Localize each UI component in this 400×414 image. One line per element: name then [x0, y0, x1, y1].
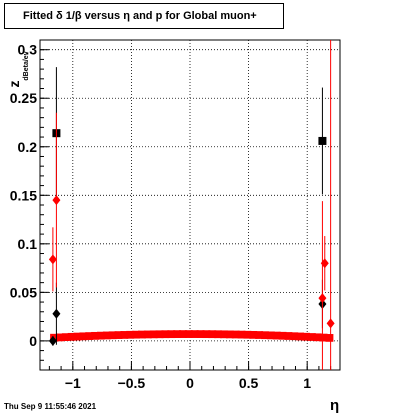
- red-band: [50, 330, 334, 342]
- y-tick-label: 0.3: [18, 42, 38, 58]
- band-segment: [143, 330, 152, 339]
- band-segment: [120, 331, 129, 339]
- band-segment: [202, 330, 211, 339]
- band-segment: [161, 330, 170, 339]
- band-segment: [296, 332, 305, 341]
- y-axis-label-main: z: [6, 81, 22, 88]
- diamond-marker: [48, 335, 57, 346]
- band-segment: [220, 330, 228, 339]
- band-segment: [114, 331, 123, 339]
- band-segment: [261, 331, 269, 340]
- band-segment: [231, 330, 240, 339]
- x-tick-label: 0.5: [239, 375, 259, 391]
- band-segment: [313, 333, 322, 342]
- y-tick-label: 0.05: [10, 284, 37, 300]
- band-segment: [307, 333, 316, 341]
- band-segment: [196, 330, 205, 338]
- diamond-marker: [320, 258, 329, 269]
- band-segment: [190, 330, 199, 338]
- diamond-marker: [326, 318, 335, 329]
- band-segment: [249, 330, 258, 339]
- y-tick-label: 0: [29, 333, 37, 349]
- y-axis-label-sub: dBeta/ev: [23, 51, 30, 80]
- band-segment: [272, 331, 281, 340]
- y-tick-label: 0.2: [18, 139, 38, 155]
- grid-lines: [40, 40, 340, 370]
- band-segment: [179, 330, 187, 338]
- band-segment: [149, 330, 158, 339]
- band-segment: [208, 330, 217, 339]
- band-segment: [225, 330, 234, 339]
- axis-ticks: [40, 49, 332, 370]
- x-tick-label: −1: [65, 375, 81, 391]
- band-segment: [167, 330, 176, 339]
- band-segment: [319, 333, 328, 342]
- band-segment: [278, 331, 287, 340]
- x-axis-label: η: [330, 397, 340, 414]
- band-segment: [243, 330, 252, 339]
- band-segment: [138, 330, 146, 339]
- band-segment: [184, 330, 193, 338]
- band-segment: [290, 332, 299, 341]
- y-tick-label: 0.25: [10, 90, 37, 106]
- band-segment: [214, 330, 223, 339]
- y-tick-label: 0.1: [18, 236, 38, 252]
- tick-labels: −1 −0.5 0 0.5 1 0 0.05 0.1 0.15 0.2 0.25 0.3: [10, 42, 312, 391]
- data-marks: [48, 40, 335, 370]
- band-segment: [126, 330, 135, 339]
- band-segment: [55, 333, 64, 342]
- band-segment: [237, 330, 246, 339]
- y-axis-label: z dBeta/ev: [6, 51, 30, 88]
- band-segment: [61, 333, 70, 341]
- band-segment: [155, 330, 164, 339]
- diamond-marker: [52, 308, 61, 319]
- chart-title: Fitted δ 1/β versus η and p for Global m…: [23, 10, 257, 22]
- band-segment: [67, 332, 76, 341]
- y-tick-label: 0.15: [10, 187, 37, 203]
- band-segment: [91, 331, 100, 340]
- band-segment: [173, 330, 182, 339]
- band-segment: [108, 331, 117, 340]
- band-segment: [79, 332, 88, 341]
- square-marker: [318, 136, 327, 145]
- band-segment: [73, 332, 82, 341]
- timestamp-footer: Thu Sep 9 11:55:46 2021: [4, 402, 97, 411]
- band-segment: [284, 332, 293, 340]
- diamond-marker: [52, 195, 61, 206]
- band-segment: [102, 331, 111, 340]
- x-tick-label: −0.5: [118, 375, 146, 391]
- diamond-marker: [318, 293, 327, 304]
- band-segment: [302, 332, 310, 341]
- band-segment: [255, 331, 264, 339]
- band-segment: [266, 331, 275, 340]
- diamond-marker: [48, 254, 57, 265]
- x-tick-label: 1: [303, 375, 311, 391]
- band-segment: [132, 330, 141, 339]
- x-tick-label: 0: [186, 375, 194, 391]
- band-segment: [85, 332, 94, 340]
- band-segment: [97, 331, 105, 340]
- band-segment: [325, 334, 334, 342]
- chart-title-box: Fitted δ 1/β versus η and p for Global m…: [4, 3, 284, 29]
